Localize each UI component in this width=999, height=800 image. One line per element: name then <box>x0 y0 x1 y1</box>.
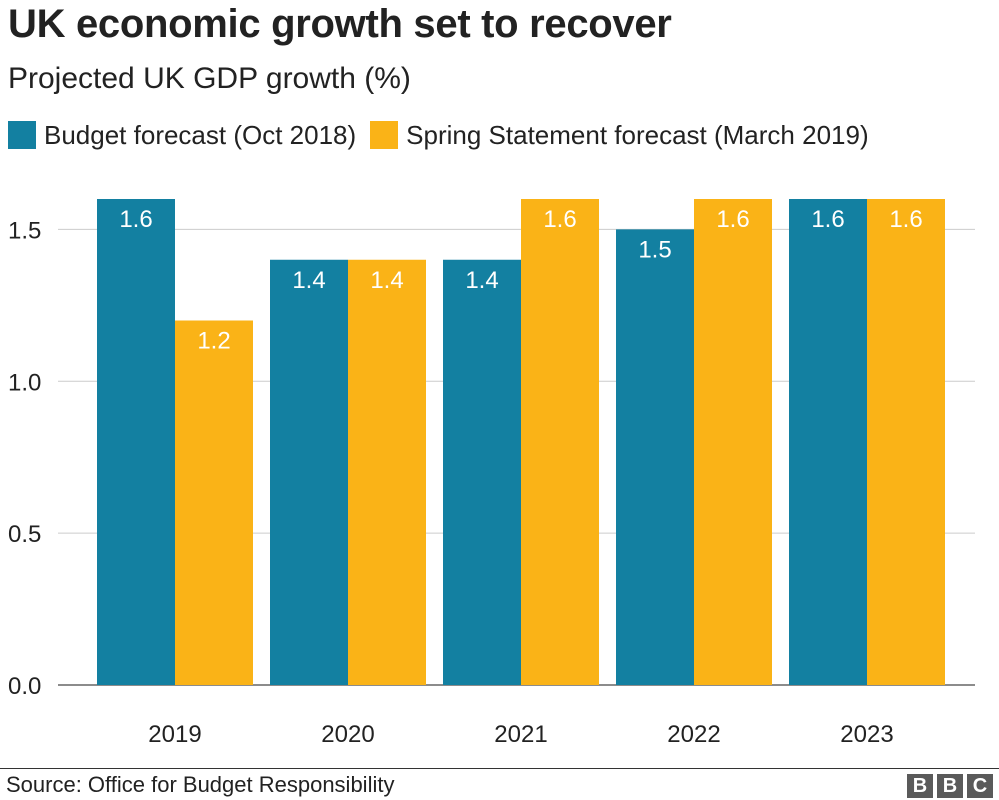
data-label: 1.4 <box>292 267 325 294</box>
bar <box>97 199 175 685</box>
bar <box>443 259 521 685</box>
bbc-logo: B B C <box>907 774 993 798</box>
bar <box>521 199 599 685</box>
chart-title: UK economic growth set to recover <box>8 2 672 46</box>
legend-label-budget: Budget forecast (Oct 2018) <box>44 119 357 150</box>
legend-swatch-budget <box>8 121 36 149</box>
y-tick-label: 0.0 <box>8 673 41 700</box>
x-tick-label: 2019 <box>148 721 201 748</box>
bbc-logo-letter: B <box>907 774 933 798</box>
legend-label-spring: Spring Statement forecast (March 2019) <box>406 119 869 150</box>
y-tick-label: 1.5 <box>8 217 41 244</box>
x-tick-label: 2022 <box>667 721 720 748</box>
data-label: 1.5 <box>638 236 671 263</box>
data-label: 1.6 <box>119 206 152 233</box>
data-label: 1.2 <box>197 328 230 355</box>
source-note: Source: Office for Budget Responsibility <box>6 772 395 797</box>
bbc-logo-letter: C <box>967 774 993 798</box>
y-tick-label: 0.5 <box>8 521 41 548</box>
bar <box>175 320 253 685</box>
data-label: 1.4 <box>465 267 498 294</box>
data-label: 1.6 <box>889 206 922 233</box>
bar <box>694 199 772 685</box>
y-tick-label: 1.0 <box>8 369 41 396</box>
bar <box>348 259 426 685</box>
data-label: 1.6 <box>543 206 576 233</box>
x-tick-label: 2020 <box>321 721 374 748</box>
legend-item-budget: Budget forecast (Oct 2018) <box>8 120 356 151</box>
legend-swatch-spring <box>370 121 399 149</box>
data-label: 1.6 <box>716 206 749 233</box>
x-tick-label: 2023 <box>840 721 893 748</box>
bar <box>270 259 348 685</box>
data-label: 1.6 <box>811 206 844 233</box>
bar <box>616 229 694 685</box>
bar <box>789 199 867 685</box>
legend-item-spring: Spring Statement forecast (March 2019) <box>370 119 869 151</box>
footer-divider <box>0 768 999 769</box>
bar-chart: 0.0 0.5 1.0 1.5 1.6 1.2 2019 1.4 1.4 2020 1.4 1.6 20… <box>8 199 975 748</box>
bbc-logo-letter: B <box>937 774 963 798</box>
data-label: 1.4 <box>370 267 403 294</box>
bar <box>867 199 945 685</box>
x-tick-label: 2021 <box>494 721 547 748</box>
legend: Budget forecast (Oct 2018) Spring Statem… <box>8 118 883 152</box>
chart-subtitle: Projected UK GDP growth (%) <box>8 62 411 95</box>
